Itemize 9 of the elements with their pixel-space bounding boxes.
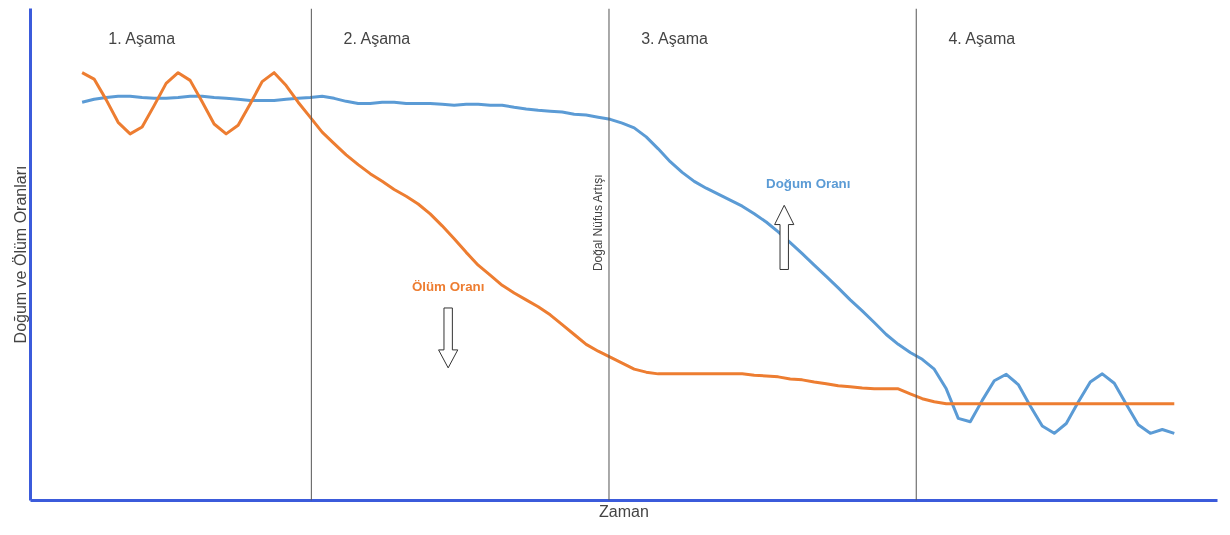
text: 2. Aşama — [343, 29, 411, 47]
series-label: Ölüm Oranı — [411, 279, 485, 295]
y-axis-title: Doğum ve Ölüm Oranları — [11, 165, 29, 344]
text: 1. Aşama — [108, 29, 176, 47]
annotation: Doğal Nüfus Artışı — [591, 174, 606, 272]
series-label: Doğum Oranı — [766, 176, 851, 192]
text: 3. Aşama — [641, 29, 709, 47]
x-axis-title: Zaman — [599, 502, 649, 520]
text: 4. Aşama — [948, 29, 1016, 47]
